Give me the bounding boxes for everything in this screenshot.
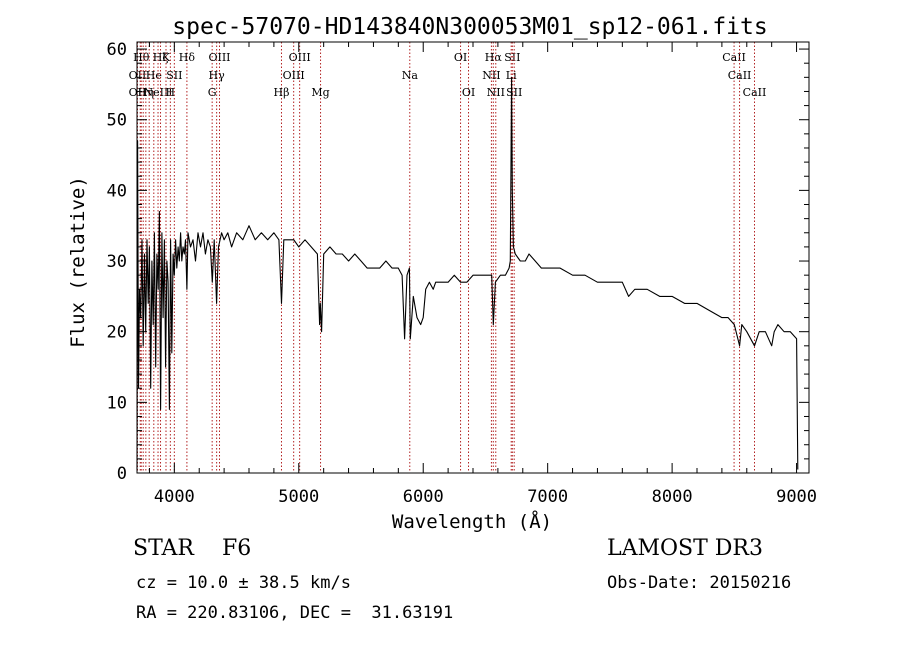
marker-label: Hη	[138, 86, 154, 99]
marker-label: CaII	[743, 86, 767, 99]
marker-label: G	[208, 86, 217, 99]
x-tick-label: 8000	[652, 487, 693, 507]
chart-title: spec-57070-HD143840N300053M01_sp12-061.f…	[172, 14, 767, 40]
marker-label: Hζ	[153, 51, 169, 64]
spectrum-line	[136, 76, 799, 470]
sky-coordinates: RA = 220.83106, DEC = 31.63191	[136, 603, 454, 623]
y-tick-label: 40	[107, 181, 127, 201]
marker-label: Hγ	[209, 69, 226, 82]
marker-label: OI	[454, 51, 467, 64]
line-markers: OIIOIIHθHηHeNeIIIHζKHSIIHδGHγOIIIHβOIIIO…	[129, 42, 767, 473]
plot-frame	[136, 41, 810, 474]
x-tick-label: 5000	[278, 487, 319, 507]
marker-label: He	[146, 69, 162, 82]
y-tick-label: 10	[107, 393, 127, 413]
marker-label: SII	[504, 51, 520, 64]
x-tick-label: 4000	[154, 487, 195, 507]
y-tick-label: 20	[107, 323, 127, 343]
marker-label: OIII	[283, 69, 305, 82]
marker-label: OIII	[289, 51, 311, 64]
x-tick-label: 9000	[776, 487, 817, 507]
y-axis-label: Flux (relative)	[67, 176, 89, 348]
marker-label: SII	[506, 86, 522, 99]
marker-label: CaII	[722, 51, 746, 64]
redshift-value: cz = 10.0 ± 38.5 km/s	[136, 573, 351, 593]
marker-label: Hδ	[179, 51, 196, 64]
observation-date: Obs-Date: 20150216	[607, 573, 792, 593]
y-tick-label: 50	[107, 111, 127, 131]
x-tick-label: 7000	[527, 487, 568, 507]
y-tick-label: 0	[117, 464, 127, 484]
x-axis-label: Wavelength (Å)	[392, 510, 552, 533]
marker-label: NeIII	[143, 86, 172, 99]
x-tick-label: 6000	[403, 487, 444, 507]
marker-label: Hθ	[133, 51, 150, 64]
marker-label: OIII	[208, 51, 230, 64]
marker-label: NII	[482, 69, 500, 82]
marker-label: Na	[402, 69, 419, 82]
marker-label: CaII	[728, 69, 752, 82]
y-tick-label: 60	[107, 40, 127, 60]
survey-name: LAMOST DR3	[607, 536, 763, 561]
y-tick-label: 30	[107, 252, 127, 272]
spectrum-series	[136, 76, 799, 470]
marker-label: Hβ	[274, 86, 290, 99]
star-classification: STAR F6	[133, 536, 252, 561]
marker-label: Hα	[485, 51, 503, 64]
marker-label: NII	[487, 86, 505, 99]
marker-label: Li	[506, 69, 517, 82]
marker-label: OI	[462, 86, 475, 99]
marker-label: H	[166, 86, 176, 99]
marker-label: K	[162, 51, 171, 64]
marker-label: SII	[166, 69, 182, 82]
marker-label: Mg	[311, 86, 329, 99]
axis-ticks: 4000 5000 6000 7000 8000 9000 0 10 20 30 40 50 60	[107, 40, 818, 507]
